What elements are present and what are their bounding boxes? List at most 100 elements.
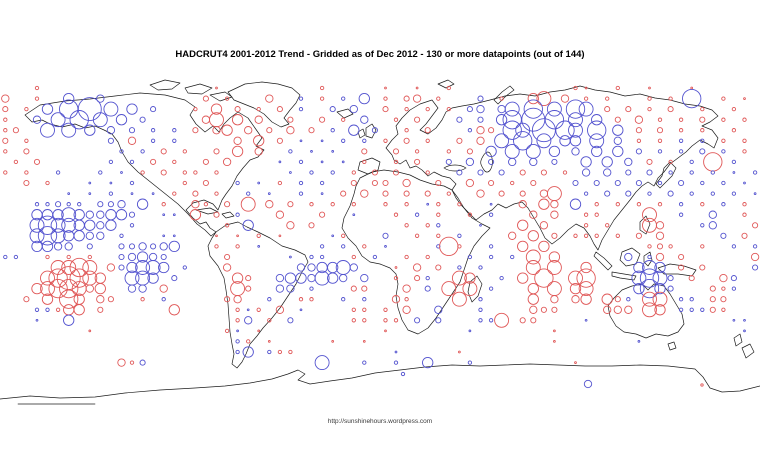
trend-point bbox=[477, 116, 484, 123]
trend-point bbox=[351, 202, 356, 207]
trend-point bbox=[446, 149, 451, 154]
trend-point bbox=[425, 223, 430, 228]
trend-point bbox=[66, 202, 71, 207]
trend-point bbox=[678, 138, 684, 143]
trend-point bbox=[456, 169, 463, 176]
trend-point bbox=[254, 115, 263, 124]
trend-point bbox=[668, 244, 673, 249]
trend-point bbox=[246, 339, 251, 344]
coastline-layer bbox=[0, 79, 760, 405]
trend-point bbox=[115, 209, 128, 221]
trend-point bbox=[573, 85, 578, 91]
trend-point bbox=[415, 86, 419, 90]
trend-point bbox=[562, 170, 568, 175]
trend-point bbox=[435, 317, 442, 324]
trend-point bbox=[518, 200, 527, 209]
trend-point bbox=[3, 254, 8, 260]
trend-point bbox=[536, 133, 552, 149]
trend-point bbox=[59, 99, 79, 119]
trend-point bbox=[668, 159, 673, 165]
trend-point bbox=[172, 138, 177, 143]
trend-point bbox=[639, 278, 660, 299]
trend-point bbox=[308, 127, 315, 134]
trend-point bbox=[235, 212, 240, 217]
trend-point bbox=[34, 202, 40, 207]
trend-point bbox=[330, 170, 335, 175]
trend-point bbox=[140, 170, 145, 175]
trend-point bbox=[298, 191, 304, 196]
trend-point bbox=[504, 143, 520, 159]
trend-point bbox=[203, 202, 209, 207]
trend-point bbox=[372, 254, 378, 260]
trend-point bbox=[412, 263, 422, 272]
trend-point bbox=[647, 244, 652, 249]
trend-point bbox=[569, 282, 582, 295]
trend-point bbox=[654, 261, 666, 274]
trend-point bbox=[61, 260, 77, 275]
trend-point bbox=[709, 296, 716, 303]
trend-point bbox=[24, 138, 29, 143]
trend-point bbox=[384, 329, 387, 333]
trend-point bbox=[682, 88, 702, 109]
trend-point bbox=[224, 201, 231, 208]
trend-point bbox=[96, 295, 105, 304]
trend-point bbox=[568, 112, 583, 128]
trend-point bbox=[319, 85, 325, 91]
trend-point bbox=[348, 124, 360, 136]
trend-point bbox=[69, 110, 89, 130]
trend-point bbox=[499, 96, 504, 101]
trend-point bbox=[700, 244, 705, 249]
trend-point bbox=[31, 282, 43, 295]
trend-point bbox=[539, 189, 549, 198]
trend-point bbox=[719, 273, 728, 283]
trend-point bbox=[488, 212, 494, 217]
trend-point bbox=[383, 96, 388, 101]
trend-point bbox=[242, 219, 254, 231]
trend-point bbox=[466, 106, 473, 113]
trend-point bbox=[41, 209, 54, 221]
trend-point bbox=[109, 181, 113, 185]
trend-point bbox=[362, 318, 367, 323]
trend-point bbox=[568, 270, 583, 286]
trend-point bbox=[498, 190, 505, 197]
trend-point bbox=[202, 95, 209, 102]
trend-point bbox=[634, 115, 644, 124]
trend-point bbox=[2, 137, 9, 144]
trend-point bbox=[580, 156, 592, 168]
trend-point bbox=[519, 190, 526, 197]
trend-point bbox=[394, 350, 398, 354]
trend-point bbox=[476, 136, 485, 145]
trend-point bbox=[41, 103, 54, 115]
trend-point bbox=[525, 249, 541, 265]
trend-point bbox=[3, 128, 8, 133]
trend-point bbox=[530, 179, 537, 187]
trend-point bbox=[214, 170, 219, 175]
trend-point bbox=[436, 223, 441, 228]
trend-point bbox=[457, 265, 462, 270]
trend-point bbox=[446, 191, 451, 196]
trend-point bbox=[647, 254, 652, 260]
trend-point bbox=[67, 192, 71, 195]
trend-point bbox=[106, 126, 116, 135]
trend-point bbox=[88, 192, 92, 195]
trend-point bbox=[584, 318, 588, 322]
trend-point bbox=[296, 263, 306, 272]
trend-point bbox=[257, 329, 261, 333]
trend-point bbox=[319, 211, 326, 218]
trend-point bbox=[731, 106, 737, 112]
trend-point bbox=[519, 317, 526, 324]
trend-point bbox=[138, 242, 147, 251]
trend-point bbox=[467, 254, 473, 260]
trend-point bbox=[402, 178, 411, 188]
trend-point bbox=[150, 128, 156, 133]
trend-point bbox=[119, 233, 124, 238]
trend-point bbox=[61, 217, 77, 233]
trend-point bbox=[87, 254, 92, 260]
trend-point bbox=[604, 106, 611, 113]
trend-point bbox=[502, 110, 522, 130]
trend-point bbox=[41, 293, 54, 305]
trend-point bbox=[689, 170, 694, 175]
trend-point bbox=[275, 210, 285, 219]
trend-point bbox=[384, 245, 387, 248]
trend-point bbox=[426, 202, 430, 206]
